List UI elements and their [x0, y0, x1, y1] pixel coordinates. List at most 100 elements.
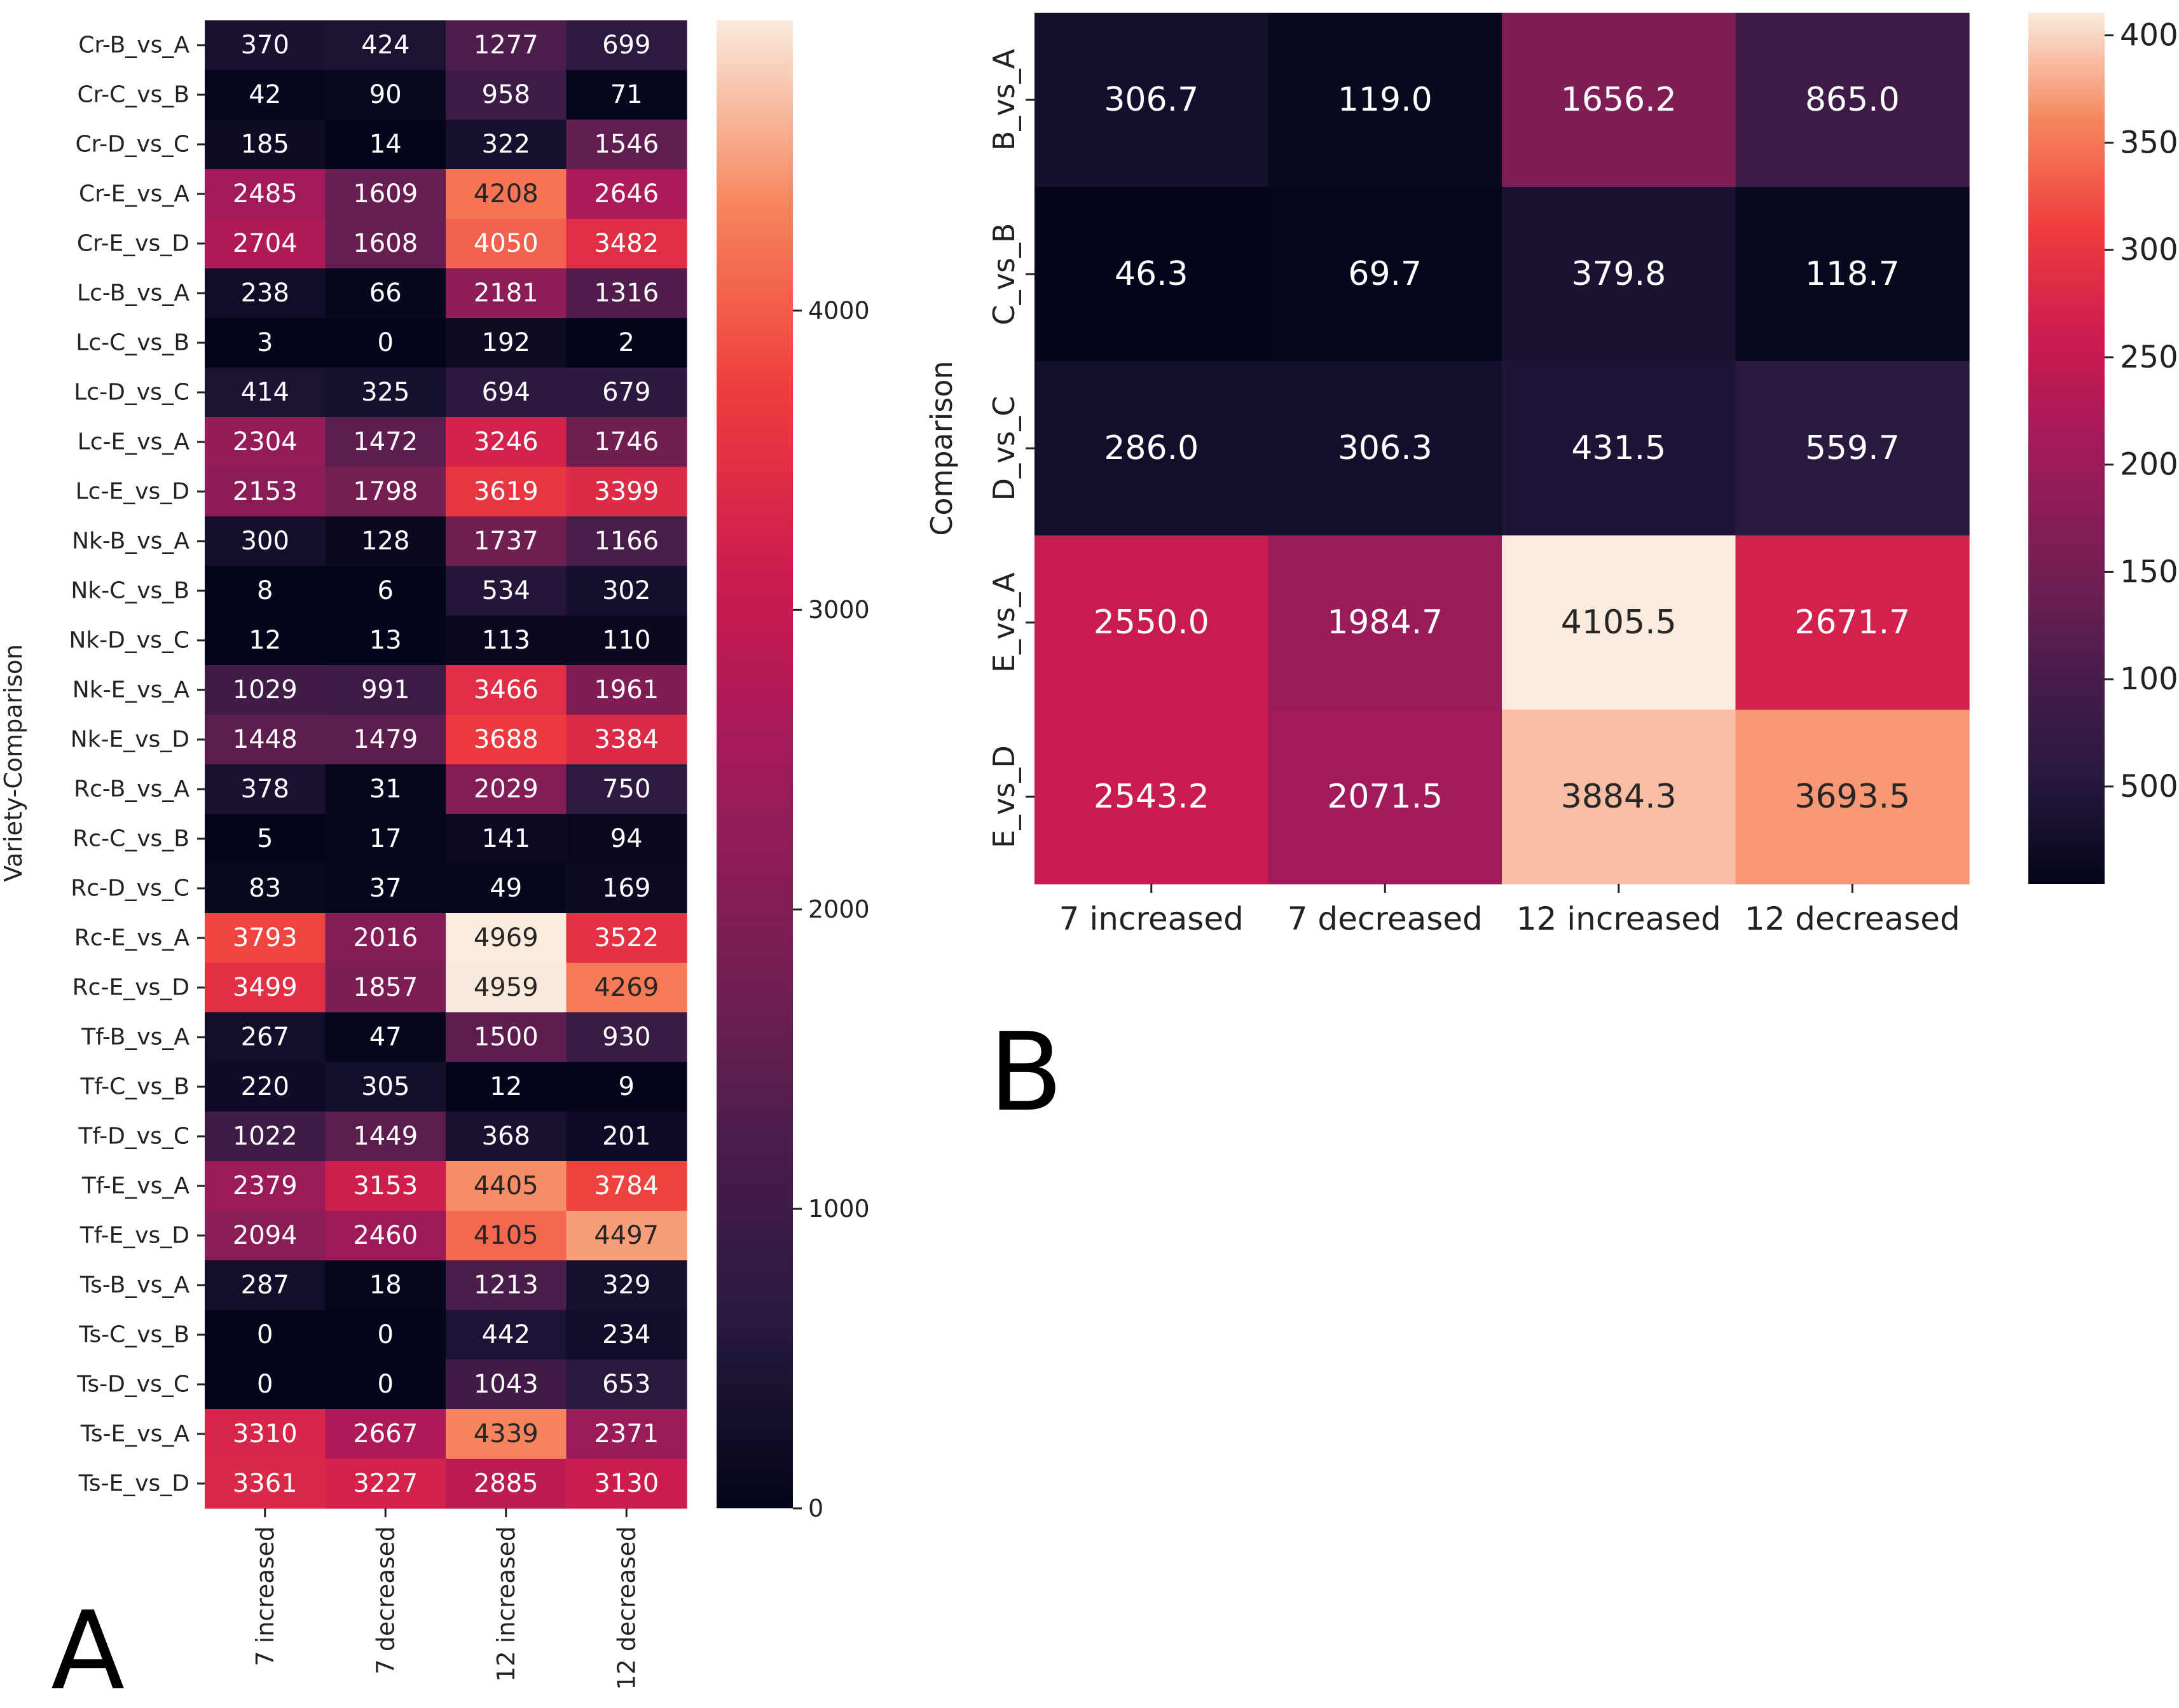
heatmap-cell — [205, 467, 326, 517]
cell-value-label: 128 — [361, 527, 409, 556]
heatmap-cell — [446, 467, 567, 517]
cell-value-label: 653 — [602, 1370, 650, 1399]
colorbar-tick-label: 3500 — [2120, 125, 2179, 160]
cell-value-label: 1448 — [233, 725, 298, 754]
y-tick-label: Tf-C_vs_B — [79, 1074, 189, 1100]
cell-value-label: 5 — [257, 824, 273, 853]
cell-value-label: 368 — [482, 1122, 530, 1151]
heatmap-cell — [446, 1409, 567, 1459]
heatmap-cell — [566, 1409, 687, 1459]
heatmap-cell — [446, 1310, 567, 1360]
heatmap-cell — [446, 120, 567, 170]
cell-value-label: 6 — [378, 576, 394, 605]
cell-value-label: 0 — [378, 328, 394, 357]
heatmap-cell — [446, 665, 567, 715]
heatmap-cell — [1035, 13, 1269, 188]
cell-value-label: 46.3 — [1115, 255, 1188, 293]
cell-value-label: 4969 — [474, 923, 539, 953]
cell-value-label: 300 — [241, 527, 289, 556]
cell-value-label: 141 — [482, 824, 530, 853]
y-tick-label: Ts-E_vs_A — [80, 1421, 190, 1447]
heatmap-cell — [205, 963, 326, 1013]
cell-value-label: 3499 — [233, 973, 298, 1002]
y-tick-label: Rc-E_vs_D — [72, 975, 189, 1001]
heatmap-cell — [205, 665, 326, 715]
heatmap-cell — [205, 268, 326, 319]
cell-value-label: 1737 — [474, 527, 539, 556]
heatmap-cell — [446, 1459, 567, 1509]
heatmap-cell — [566, 1310, 687, 1360]
colorbar-tick-label: 1000 — [2120, 661, 2179, 697]
panel-label: A — [51, 1588, 125, 1708]
cell-value-label: 71 — [610, 80, 643, 109]
heatmap-cell — [446, 1260, 567, 1311]
y-tick-label: Tf-B_vs_A — [81, 1024, 189, 1050]
heatmap-cell — [205, 566, 326, 616]
y-tick-label: Lc-C_vs_B — [76, 330, 189, 356]
cell-value-label: 119.0 — [1338, 81, 1433, 119]
heatmap-cell — [1035, 361, 1269, 536]
heatmap-cell — [1035, 535, 1269, 710]
cell-value-label: 0 — [378, 1370, 394, 1399]
heatmap-cell — [446, 169, 567, 219]
heatmap-cell — [446, 913, 567, 963]
heatmap-cell — [205, 20, 326, 71]
cell-value-label: 1472 — [353, 427, 418, 457]
cell-value-label: 192 — [482, 328, 530, 357]
colorbar-tick-label: 4000 — [2120, 18, 2179, 53]
cell-value-label: 1961 — [594, 675, 659, 705]
heatmap-cell — [205, 814, 326, 864]
x-tick-label: 7 decreased — [371, 1526, 399, 1674]
cell-value-label: 322 — [482, 130, 530, 159]
cell-value-label: 4339 — [474, 1419, 539, 1449]
heatmap-cell — [1502, 13, 1736, 188]
heatmap-cell — [205, 864, 326, 914]
heatmap-cell — [566, 963, 687, 1013]
cell-value-label: 287 — [241, 1271, 289, 1300]
cell-value-label: 4405 — [474, 1171, 539, 1201]
cell-value-label: 329 — [602, 1271, 650, 1300]
colorbar-tick-label: 1500 — [2120, 554, 2179, 589]
y-tick-label: Lc-E_vs_A — [78, 429, 190, 455]
heatmap-cell — [325, 864, 446, 914]
heatmap-cell — [446, 566, 567, 616]
cell-value-label: 1213 — [474, 1271, 539, 1300]
cell-value-label: 306.3 — [1338, 429, 1433, 467]
heatmap-cell — [1268, 710, 1502, 885]
y-tick-label: Cr-C_vs_B — [77, 82, 189, 108]
y-tick-label: Nk-E_vs_A — [72, 677, 190, 703]
cell-value-label: 431.5 — [1571, 429, 1666, 467]
cell-value-label: 3693.5 — [1794, 778, 1910, 816]
heatmap-cell — [566, 467, 687, 517]
cell-value-label: 3310 — [233, 1419, 298, 1449]
y-tick-label: Rc-D_vs_C — [71, 876, 189, 902]
heatmap-cell — [325, 20, 446, 71]
heatmap-cell — [446, 1360, 567, 1410]
cell-value-label: 94 — [610, 824, 643, 853]
cell-value-label: 4497 — [594, 1221, 659, 1250]
heatmap-cell — [566, 1062, 687, 1112]
heatmap-cell — [205, 1409, 326, 1459]
heatmap-cell — [446, 1112, 567, 1162]
cell-value-label: 414 — [241, 378, 289, 407]
heatmap-cell — [325, 913, 446, 963]
cell-value-label: 2704 — [233, 229, 298, 258]
cell-value-label: 3130 — [594, 1469, 659, 1498]
cell-value-label: 865.0 — [1805, 81, 1900, 119]
heatmap-cell — [566, 814, 687, 864]
cell-value-label: 1746 — [594, 427, 659, 457]
cell-value-label: 2071.5 — [1327, 778, 1443, 816]
panel-b-heatmap: 306.7 119.0 1656.2 865.0 46.3 69.7 379.8 118.7 2… — [925, 13, 2179, 1136]
heatmap-cell — [325, 616, 446, 666]
heatmap-cell — [325, 268, 446, 319]
colorbar-tick-label: 3000 — [808, 596, 870, 624]
cell-value-label: 1798 — [353, 477, 418, 506]
cell-value-label: 1857 — [353, 973, 418, 1002]
cell-value-label: 3246 — [474, 427, 539, 457]
cell-value-label: 378 — [241, 775, 289, 804]
heatmap-cell — [566, 1360, 687, 1410]
heatmap-cell — [566, 1211, 687, 1261]
heatmap-cell — [325, 1112, 446, 1162]
heatmap-cell — [446, 1012, 567, 1063]
heatmap-cell — [325, 219, 446, 269]
